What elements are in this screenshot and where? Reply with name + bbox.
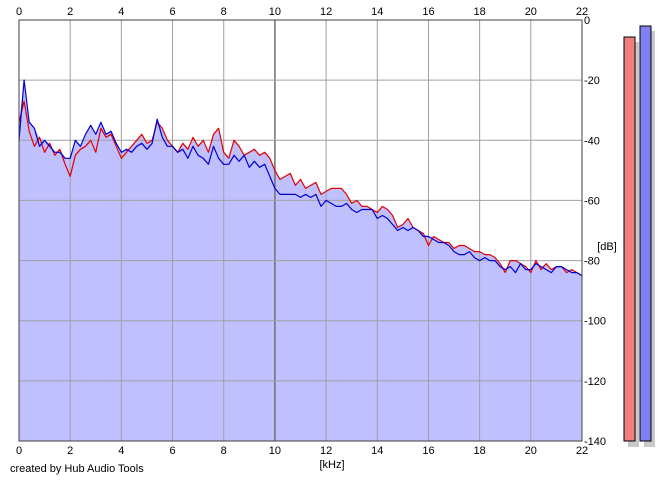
x-tick-bottom-14: 14 <box>371 445 383 457</box>
x-tick-top-0: 0 <box>16 6 22 18</box>
x-tick-bottom-18: 18 <box>474 445 486 457</box>
y-tick--20: -20 <box>584 75 600 87</box>
x-tick-top-10: 10 <box>269 6 281 18</box>
meter-left <box>623 36 636 442</box>
y-tick--80: -80 <box>584 256 600 268</box>
x-tick-top-2: 2 <box>67 6 73 18</box>
y-tick-0: 0 <box>584 15 590 27</box>
x-tick-bottom-8: 8 <box>221 445 227 457</box>
x-tick-bottom-4: 4 <box>118 445 124 457</box>
x-tick-bottom-20: 20 <box>525 445 537 457</box>
x-tick-bottom-0: 0 <box>16 445 22 457</box>
grid-layer <box>19 20 582 441</box>
y-tick--140: -140 <box>584 436 606 448</box>
x-tick-bottom-2: 2 <box>67 445 73 457</box>
series-line-right-channel <box>18 79 583 277</box>
x-tick-bottom-6: 6 <box>169 445 175 457</box>
y-tick--120: -120 <box>584 376 606 388</box>
series-line-left-channel <box>18 100 583 277</box>
x-tick-top-4: 4 <box>118 6 124 18</box>
x-tick-top-14: 14 <box>371 6 383 18</box>
x-tick-bottom-10: 10 <box>269 445 281 457</box>
series-layer <box>18 79 583 277</box>
x-tick-top-8: 8 <box>221 6 227 18</box>
x-tick-top-18: 18 <box>474 6 486 18</box>
x-tick-top-16: 16 <box>422 6 434 18</box>
x-tick-top-12: 12 <box>320 6 332 18</box>
x-ticks-top: 0 2 4 6 8 10 12 14 16 18 20 22 <box>16 6 588 18</box>
x-tick-bottom-22: 22 <box>576 445 588 457</box>
meter-right <box>639 25 652 442</box>
x-tick-top-20: 20 <box>525 6 537 18</box>
plot-frame <box>18 19 583 442</box>
x-tick-top-22: 22 <box>576 6 588 18</box>
y-tick--40: -40 <box>584 135 600 147</box>
y-axis-label: [dB] <box>597 241 617 253</box>
x-ticks-bottom: 0 2 4 6 8 10 12 14 16 18 20 22 <box>16 445 588 457</box>
y-ticks: 0 -20 -40 -60 -80 -100 -120 -140 <box>584 15 606 448</box>
x-tick-bottom-16: 16 <box>422 445 434 457</box>
x-tick-bottom-12: 12 <box>320 445 332 457</box>
x-axis-label: [kHz] <box>319 459 344 471</box>
y-tick--100: -100 <box>584 316 606 328</box>
y-tick--60: -60 <box>584 195 600 207</box>
x-tick-top-6: 6 <box>169 6 175 18</box>
credit-text: created by Hub Audio Tools <box>10 463 144 475</box>
